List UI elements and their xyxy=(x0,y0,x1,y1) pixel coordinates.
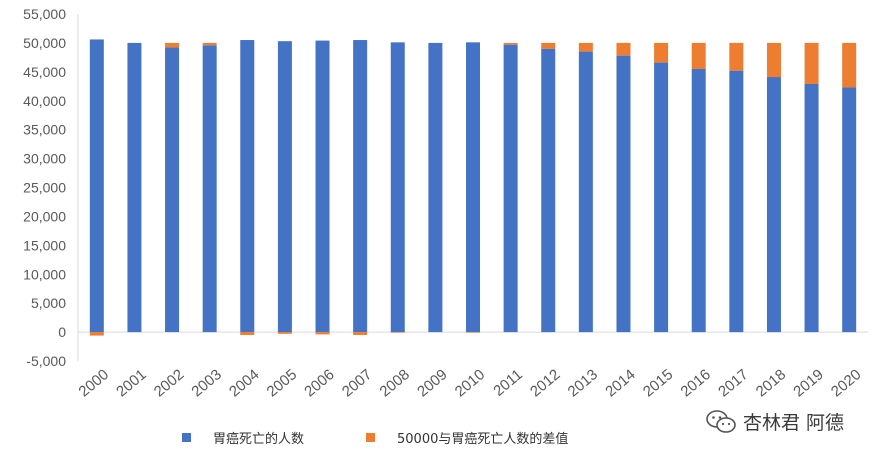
bar-deaths xyxy=(766,77,781,333)
legend-label-difference: 50000与胃癌死亡人数的差值 xyxy=(397,432,569,447)
bar-deaths xyxy=(353,40,368,333)
bar-difference xyxy=(503,42,518,45)
y-tick-label: -5,000 xyxy=(26,353,66,369)
bar-deaths xyxy=(842,87,857,333)
bar-difference xyxy=(654,42,669,63)
legend-swatch-blue xyxy=(182,433,191,442)
y-tick-label: 35,000 xyxy=(23,122,66,138)
bar-difference xyxy=(729,42,744,71)
legend-swatch-orange xyxy=(366,433,375,442)
bar-difference xyxy=(691,42,706,69)
x-tick-label: 2004 xyxy=(226,366,262,400)
y-tick-label: 15,000 xyxy=(23,237,66,253)
y-tick-label: 5,000 xyxy=(31,295,66,311)
y-tick-label: 20,000 xyxy=(23,208,66,224)
x-tick-label: 2008 xyxy=(377,366,413,400)
x-tick-label: 2002 xyxy=(151,366,187,400)
x-tick-label: 2007 xyxy=(339,366,375,400)
bar-deaths xyxy=(578,51,593,333)
x-tick-label: 2003 xyxy=(188,366,224,400)
y-tick-label: 0 xyxy=(58,324,66,340)
y-tick-label: 50,000 xyxy=(23,35,66,51)
bar-deaths xyxy=(390,42,405,333)
y-tick-label: 45,000 xyxy=(23,64,66,80)
x-tick-label: 2012 xyxy=(527,366,563,400)
bar-deaths xyxy=(654,62,669,333)
bar-difference xyxy=(616,42,631,56)
bar-deaths xyxy=(503,44,518,333)
legend-label-deaths: 胃癌死亡的人数 xyxy=(213,432,305,447)
y-tick-label: 25,000 xyxy=(23,180,66,196)
bar-difference xyxy=(277,332,292,334)
bar-difference xyxy=(240,332,255,335)
watermark-text: 杏林君 阿德 xyxy=(743,412,845,434)
x-tick-label: 2016 xyxy=(677,366,713,400)
bar-deaths xyxy=(541,48,556,333)
bar-difference xyxy=(804,42,819,84)
bar-deaths xyxy=(428,42,443,333)
x-tick-label: 2000 xyxy=(76,366,112,400)
x-axis-tick-labels: 2000 2001 2002 2003 2004 2005 2006 2007 2008 2009… xyxy=(76,366,865,400)
bar-difference xyxy=(541,42,556,49)
bar-difference xyxy=(315,332,330,335)
x-tick-label: 2006 xyxy=(301,366,337,400)
bar-difference xyxy=(202,42,217,46)
y-tick-label: 55,000 xyxy=(23,6,66,22)
bar-deaths xyxy=(315,40,330,333)
bar-difference xyxy=(89,332,104,336)
bar-deaths xyxy=(729,70,744,333)
x-tick-label: 2001 xyxy=(113,366,149,400)
x-tick-label: 2010 xyxy=(452,366,488,400)
y-tick-label: 40,000 xyxy=(23,93,66,109)
x-tick-label: 2020 xyxy=(828,366,864,400)
legend-item-deaths: 胃癌死亡的人数 xyxy=(182,428,304,447)
x-tick-label: 2014 xyxy=(602,366,638,400)
bar-deaths xyxy=(277,41,292,333)
bar-difference xyxy=(165,42,180,48)
bar-deaths xyxy=(127,42,142,333)
bar-difference xyxy=(766,42,781,78)
x-tick-label: 2017 xyxy=(715,366,751,400)
y-tick-label: 10,000 xyxy=(23,266,66,282)
bars-group xyxy=(89,39,857,336)
x-tick-label: 2015 xyxy=(640,366,676,400)
x-tick-label: 2009 xyxy=(414,366,450,400)
bar-deaths xyxy=(691,68,706,333)
bar-deaths xyxy=(89,39,104,333)
bar-deaths xyxy=(165,47,180,333)
bar-deaths xyxy=(202,45,217,333)
x-tick-label: 2013 xyxy=(565,366,601,400)
bar-deaths xyxy=(804,83,819,333)
bar-difference xyxy=(466,332,480,333)
legend-item-difference: 50000与胃癌死亡人数的差值 xyxy=(366,428,568,447)
bar-difference xyxy=(578,42,593,52)
x-tick-label: 2011 xyxy=(490,366,526,400)
bar-difference xyxy=(353,332,368,335)
bar-difference xyxy=(842,42,857,88)
bar-deaths xyxy=(616,55,631,333)
x-tick-label: 2019 xyxy=(790,366,826,400)
y-axis-tick-labels: -5,000 0 5,000 10,000 15,000 20,000 25,000 30,0… xyxy=(23,6,66,369)
bar-difference xyxy=(390,332,405,333)
bar-deaths xyxy=(466,42,480,333)
wechat-icon xyxy=(706,409,736,433)
x-tick-label: 2018 xyxy=(753,366,789,400)
watermark: 杏林君 阿德 xyxy=(705,408,844,435)
bar-deaths xyxy=(240,40,255,333)
x-tick-label: 2005 xyxy=(264,366,300,400)
y-tick-label: 30,000 xyxy=(23,151,66,167)
